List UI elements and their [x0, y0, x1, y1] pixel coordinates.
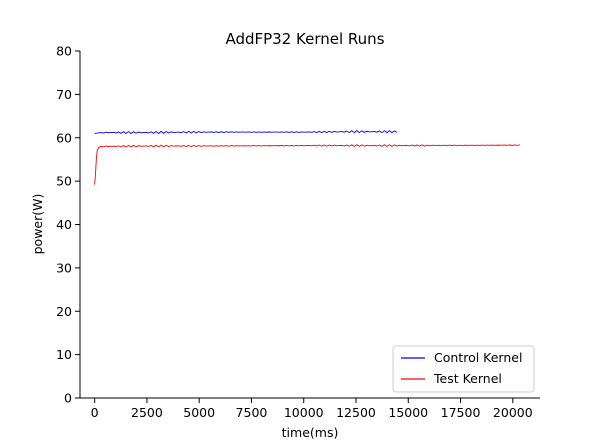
- x-tick-label: 17500: [441, 405, 481, 420]
- x-axis-label: time(ms): [282, 425, 339, 440]
- legend-box: [392, 345, 535, 393]
- legend-label-control-kernel: Control Kernel: [434, 350, 522, 365]
- x-tick-label: 15000: [388, 405, 428, 420]
- y-tick-label: 80: [56, 44, 72, 59]
- y-tick-label: 70: [56, 87, 72, 102]
- y-tick-label: 0: [64, 391, 72, 406]
- series-line-test-kernel: [94, 144, 521, 185]
- x-tick-label: 5000: [183, 405, 215, 420]
- x-tick-label: 10000: [284, 405, 324, 420]
- y-tick-label: 10: [56, 347, 72, 362]
- x-tick-label: 0: [91, 405, 99, 420]
- x-tick-label: 12500: [336, 405, 376, 420]
- y-tick-label: 40: [56, 217, 72, 232]
- x-tick-label: 20000: [493, 405, 533, 420]
- x-tick-label: 7500: [236, 405, 268, 420]
- plot-lines: [94, 130, 521, 185]
- y-tick-label: 50: [56, 174, 72, 189]
- y-axis-label: power(W): [30, 194, 45, 255]
- legend-label-test-kernel: Test Kernel: [433, 371, 502, 386]
- y-tick-label: 60: [56, 130, 72, 145]
- y-tick-label: 20: [56, 304, 72, 319]
- x-tick-label: 2500: [131, 405, 163, 420]
- series-line-control-kernel: [94, 130, 398, 134]
- legend: Control Kernel Test Kernel: [392, 345, 535, 393]
- chart-title: AddFP32 Kernel Runs: [225, 30, 384, 48]
- ticks: 0 2500 5000 7500 10000 12500 15000 17500 20000 0 1…: [56, 44, 533, 421]
- y-tick-label: 30: [56, 260, 72, 275]
